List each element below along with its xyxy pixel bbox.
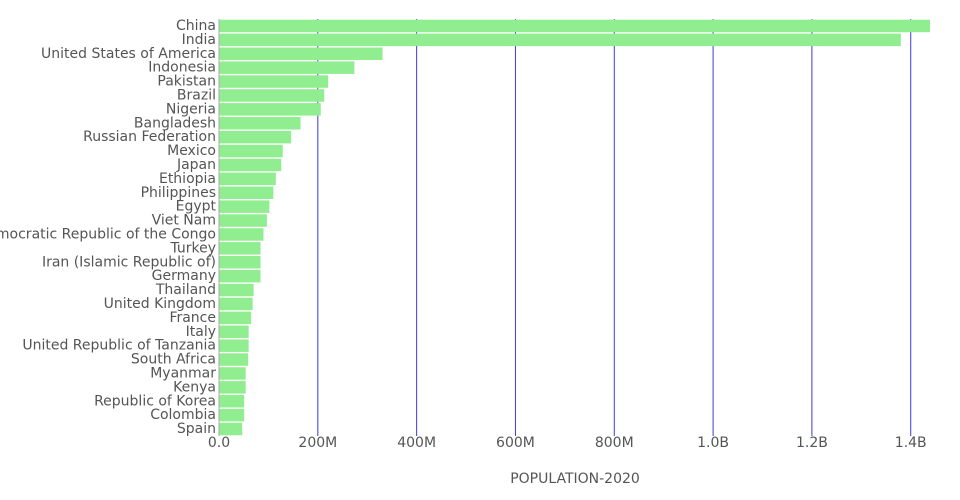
y-tick-label: Germany <box>152 268 216 284</box>
bar <box>219 61 355 74</box>
x-tick-label: 800M <box>595 435 634 451</box>
x-tick-label: 600M <box>496 435 535 451</box>
bar <box>219 422 243 436</box>
x-tick-label: 1.2B <box>796 435 828 451</box>
y-tick-label: Viet Nam <box>152 213 216 229</box>
y-tick-label: Indonesia <box>148 60 216 76</box>
bar <box>219 353 249 366</box>
bar <box>219 19 930 33</box>
x-tick-label: 400M <box>397 435 436 451</box>
y-tick-label: Japan <box>176 157 216 173</box>
y-tick-label: Philippines <box>141 185 216 201</box>
y-tick-label: Democratic Republic of the Congo <box>0 226 216 242</box>
bar <box>219 172 276 186</box>
y-tick-label: Thailand <box>155 282 216 298</box>
bar <box>219 269 261 283</box>
bar <box>219 186 274 200</box>
bar <box>219 144 283 158</box>
y-tick-label: France <box>169 310 216 326</box>
bar <box>219 381 246 394</box>
x-axis-title: POPULATION-2020 <box>510 471 640 487</box>
y-tick-label: Colombia <box>150 407 216 423</box>
bar <box>219 367 246 380</box>
y-tick-label: Russian Federation <box>83 129 216 145</box>
x-tick-label: 1.4B <box>895 435 927 451</box>
y-tick-label: India <box>182 32 216 48</box>
x-tick-label: 200M <box>298 435 337 451</box>
bar <box>219 283 254 297</box>
x-tick-label: 0.0 <box>208 435 230 451</box>
y-tick-label: United Republic of Tanzania <box>22 338 216 354</box>
y-tick-label: United Kingdom <box>104 296 216 312</box>
bar <box>219 325 249 339</box>
y-tick-label: Mexico <box>167 143 216 159</box>
y-tick-label: Pakistan <box>157 74 216 90</box>
bar <box>219 75 329 88</box>
y-tick-label: Myanmar <box>150 365 216 381</box>
y-tick-label: Spain <box>177 421 216 437</box>
bar <box>219 214 267 227</box>
bar <box>219 394 245 408</box>
bar <box>219 311 252 325</box>
bar <box>219 228 264 241</box>
y-tick-label: United States of America <box>41 46 216 62</box>
bar <box>219 408 245 422</box>
y-tick-label: Brazil <box>177 87 216 103</box>
bar <box>219 339 249 352</box>
bar <box>219 89 325 102</box>
bar <box>219 103 321 116</box>
y-tick-label: Ethiopia <box>159 171 216 187</box>
y-tick-label: Republic of Korea <box>94 393 216 409</box>
bar <box>219 116 301 130</box>
y-tick-label: Italy <box>186 324 216 340</box>
bar <box>219 297 253 311</box>
bar <box>219 130 292 144</box>
bar <box>219 47 383 61</box>
y-tick-label: Bangladesh <box>134 115 216 131</box>
bar <box>219 200 270 213</box>
y-tick-label: Turkey <box>169 240 216 256</box>
y-tick-label: China <box>176 18 216 34</box>
bar <box>219 242 261 255</box>
bar <box>219 33 901 47</box>
x-tick-label: 1.0B <box>697 435 729 451</box>
bar <box>219 158 282 172</box>
bar <box>219 255 261 269</box>
y-tick-label: Egypt <box>176 199 217 215</box>
y-tick-label: Nigeria <box>166 101 216 117</box>
y-tick-label: South Africa <box>131 352 216 368</box>
y-tick-label: Iran (Islamic Republic of) <box>42 254 216 270</box>
y-tick-label: Kenya <box>173 379 216 395</box>
